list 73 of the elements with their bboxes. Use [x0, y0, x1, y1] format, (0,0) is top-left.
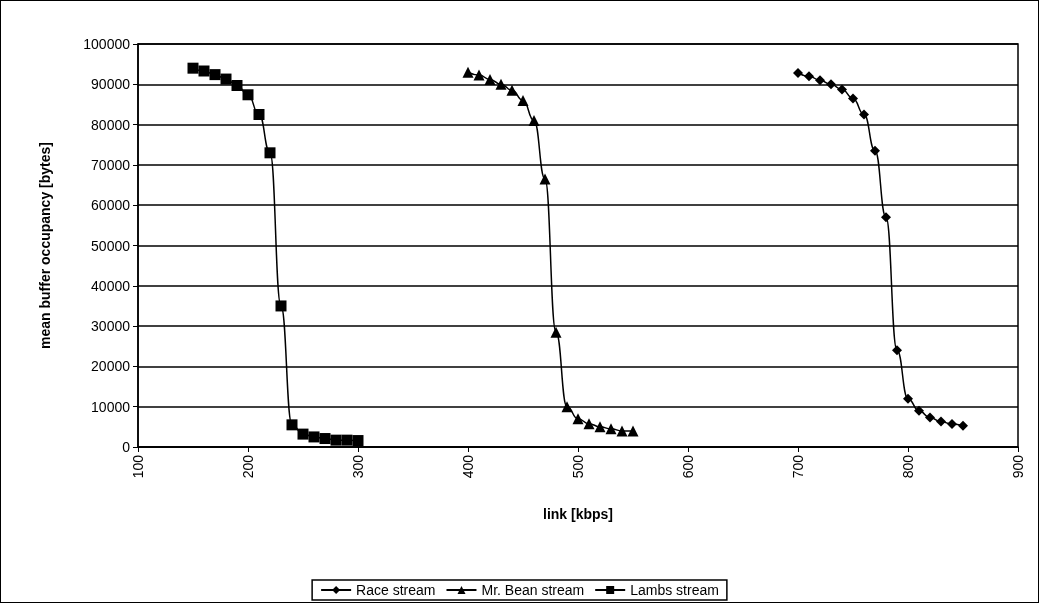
- x-axis-title: link [kbps]: [542, 506, 614, 522]
- x-tick-label: 100: [130, 454, 146, 479]
- point: [484, 73, 496, 85]
- legend-label: Race stream: [356, 582, 436, 598]
- y-tick-label: 100000: [83, 36, 131, 52]
- point: [319, 433, 331, 445]
- x-tick-label: 700: [790, 454, 806, 479]
- point: [264, 147, 276, 159]
- point: [275, 300, 287, 312]
- point: [495, 78, 507, 90]
- point: [914, 405, 924, 416]
- point: [793, 68, 803, 79]
- point: [925, 412, 935, 423]
- y-tick-label: 20000: [91, 358, 131, 375]
- y-tick-label: 60000: [91, 197, 131, 214]
- point: [958, 420, 968, 431]
- point: [627, 425, 639, 437]
- point: [826, 79, 836, 90]
- point: [341, 434, 353, 446]
- x-tick-label: 300: [350, 454, 366, 479]
- point: [605, 423, 617, 435]
- point: [837, 84, 847, 95]
- point: [253, 109, 265, 121]
- legend-label: Mr. Bean stream: [481, 582, 585, 598]
- y-tick-label: 30000: [91, 318, 131, 335]
- point: [330, 434, 342, 446]
- point: [517, 94, 529, 106]
- point: [572, 413, 584, 425]
- point: [198, 65, 210, 77]
- y-tick-label: 40000: [91, 277, 131, 294]
- point: [308, 431, 320, 443]
- point: [892, 345, 902, 356]
- point: [506, 84, 518, 96]
- point: [903, 393, 913, 404]
- point: [539, 173, 551, 185]
- x-tick-label: 900: [1010, 454, 1026, 479]
- point: [473, 69, 485, 81]
- point: [242, 89, 254, 101]
- y-axis-title: mean buffer occupancy [bytes]: [37, 142, 53, 349]
- point: [616, 425, 628, 437]
- y-tick-label: 80000: [91, 116, 131, 133]
- point: [815, 75, 825, 86]
- point: [848, 93, 858, 104]
- point: [209, 69, 221, 81]
- point: [594, 421, 606, 433]
- point: [583, 418, 595, 430]
- x-tick-label: 600: [680, 454, 696, 479]
- x-tick-label: 500: [570, 454, 586, 479]
- point: [804, 71, 814, 82]
- point: [859, 109, 869, 120]
- point: [528, 115, 540, 127]
- legend-label: Lambs stream: [630, 582, 719, 598]
- point: [286, 419, 298, 431]
- point: [220, 73, 232, 85]
- point: [297, 428, 309, 440]
- x-tick-label: 400: [460, 454, 476, 479]
- point: [187, 62, 199, 74]
- point: [231, 80, 243, 92]
- point: [462, 66, 474, 78]
- y-tick-label: 90000: [91, 76, 131, 93]
- y-tick-label: 10000: [91, 398, 131, 415]
- point: [947, 419, 957, 430]
- x-tick-label: 800: [900, 454, 916, 479]
- point: [881, 212, 891, 223]
- point: [936, 416, 946, 427]
- point: [550, 326, 562, 338]
- point: [352, 435, 364, 447]
- point: [561, 401, 573, 413]
- point: [870, 145, 880, 156]
- x-tick-label: 200: [240, 454, 256, 479]
- y-tick-label: 70000: [91, 156, 131, 173]
- y-tick-label: 50000: [91, 237, 131, 254]
- y-tick-label: 0: [122, 439, 131, 455]
